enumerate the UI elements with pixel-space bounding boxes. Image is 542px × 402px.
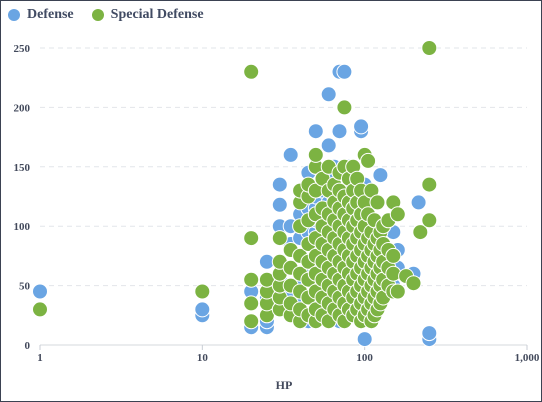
special-defense-point[interactable] — [421, 212, 438, 229]
legend-item-special-defense[interactable]: Special Defense — [91, 7, 204, 23]
special-defense-point[interactable] — [405, 275, 422, 292]
y-tick-label: 0 — [25, 340, 31, 352]
special-defense-point[interactable] — [243, 271, 260, 288]
special-defense-point[interactable] — [421, 40, 438, 56]
series-special-defense — [32, 40, 438, 330]
x-tick-label: 1 — [37, 352, 43, 364]
legend-item-defense[interactable]: Defense — [8, 7, 74, 23]
special-defense-point[interactable] — [194, 283, 211, 300]
axes: 0 50 100 150 200 250 1 10 100 1,000 — [14, 43, 540, 364]
x-tick-label: 1,000 — [515, 352, 540, 364]
special-defense-point[interactable] — [243, 230, 260, 247]
defense-point[interactable] — [271, 196, 288, 213]
defense-point[interactable] — [32, 283, 48, 300]
defense-point[interactable] — [331, 123, 348, 140]
special-defense-point[interactable] — [307, 146, 324, 163]
defense-point[interactable] — [353, 118, 370, 135]
legend-label-defense: Defense — [27, 7, 74, 22]
special-defense-point[interactable] — [421, 176, 438, 193]
special-defense-point[interactable] — [32, 301, 48, 318]
x-tick-label: 100 — [356, 352, 373, 364]
y-tick-label: 200 — [14, 102, 31, 114]
defense-point[interactable] — [320, 86, 337, 103]
special-defense-point[interactable] — [389, 283, 406, 300]
special-defense-point[interactable] — [271, 230, 288, 247]
special-defense-point[interactable] — [360, 152, 377, 169]
defense-point[interactable] — [356, 331, 373, 348]
y-tick-label: 250 — [14, 43, 31, 55]
special-defense-point[interactable] — [369, 194, 386, 211]
defense-point[interactable] — [410, 194, 427, 211]
special-defense-point[interactable] — [243, 295, 260, 312]
defense-point[interactable] — [271, 176, 288, 193]
y-tick-label: 100 — [14, 221, 31, 233]
defense-point[interactable] — [336, 63, 353, 80]
y-tick-label: 50 — [19, 281, 31, 293]
defense-point[interactable] — [282, 146, 299, 163]
special-defense-point[interactable] — [243, 313, 260, 330]
special-defense-point[interactable] — [389, 206, 406, 223]
x-axis-title: HP — [276, 378, 293, 392]
y-tick-label: 150 — [14, 162, 31, 174]
defense-point[interactable] — [194, 301, 211, 318]
legend-marker-defense — [8, 9, 20, 21]
x-tick-label: 10 — [197, 352, 209, 364]
special-defense-point[interactable] — [412, 224, 429, 241]
special-defense-point[interactable] — [243, 63, 260, 80]
defense-point[interactable] — [320, 137, 337, 154]
legend: Defense Special Defense — [8, 5, 204, 25]
legend-label-special-defense: Special Defense — [110, 7, 204, 22]
legend-marker-special-defense — [91, 9, 104, 21]
defense-point[interactable] — [372, 167, 389, 184]
defense-point[interactable] — [421, 325, 438, 342]
special-defense-point[interactable] — [385, 247, 402, 264]
special-defense-point[interactable] — [336, 99, 353, 116]
defense-point[interactable] — [307, 123, 324, 140]
